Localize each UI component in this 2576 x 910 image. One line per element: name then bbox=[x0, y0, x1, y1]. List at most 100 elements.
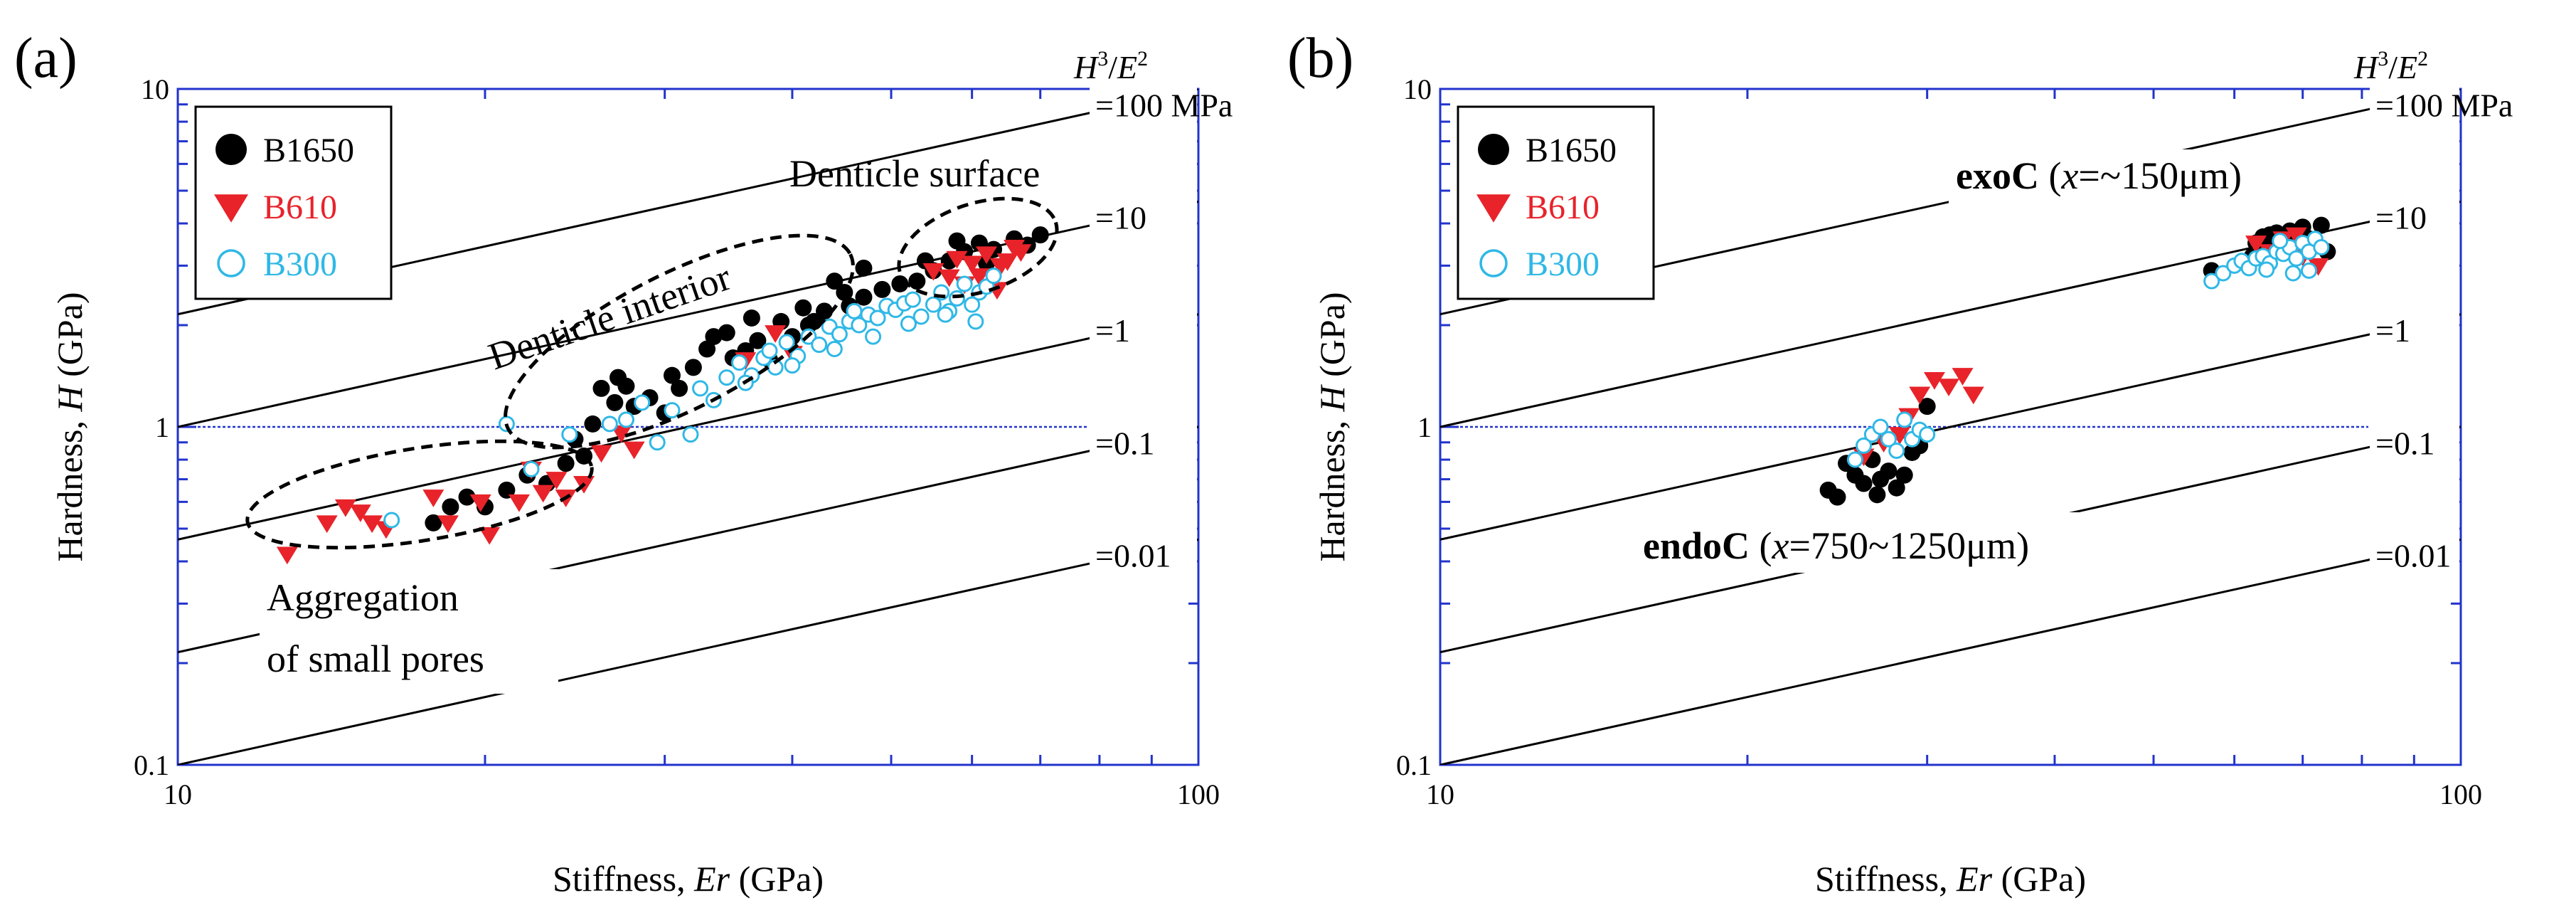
x-tick-label: 10 bbox=[1426, 778, 1454, 810]
point-B610 bbox=[437, 515, 459, 534]
series-B1650 bbox=[425, 226, 1049, 531]
panel-a: =100 MPa =10 =1 =0.1 =0.01 H3/E2 10 100 0.1 1 10 St… bbox=[50, 47, 1233, 899]
point-B1650 bbox=[1031, 226, 1049, 244]
point-B300 bbox=[1846, 451, 1863, 468]
point-B300 bbox=[1880, 430, 1897, 448]
point-B1650 bbox=[2312, 216, 2330, 234]
point-B300 bbox=[2288, 250, 2305, 267]
point-B1650 bbox=[663, 366, 681, 384]
point-B610 bbox=[334, 499, 356, 517]
ratio-label-3: =0.1 bbox=[1095, 425, 1154, 461]
y-tick-label: 0.1 bbox=[134, 749, 169, 781]
ratio-label-2: =1 bbox=[1095, 312, 1130, 349]
annotation-exoc-backdrop bbox=[1949, 149, 2262, 206]
legend-marker-B300 bbox=[217, 249, 245, 277]
ratio-label-1: =10 bbox=[2375, 200, 2427, 236]
point-B300 bbox=[956, 275, 973, 292]
point-B610 bbox=[1952, 368, 1974, 386]
point-B1650 bbox=[557, 455, 575, 472]
point-B610 bbox=[1889, 427, 1911, 445]
point-B610 bbox=[2285, 227, 2307, 245]
point-B300 bbox=[1896, 411, 1913, 428]
point-B610 bbox=[976, 246, 998, 265]
point-B300 bbox=[761, 342, 778, 359]
point-B610 bbox=[1923, 372, 1945, 390]
point-B300 bbox=[664, 402, 681, 419]
point-B610 bbox=[422, 490, 445, 507]
point-B610 bbox=[922, 263, 944, 281]
point-B1650 bbox=[425, 514, 442, 531]
isoline-4 bbox=[1440, 538, 2461, 765]
point-B610 bbox=[938, 269, 960, 287]
point-B300 bbox=[985, 268, 1002, 285]
point-B610 bbox=[479, 527, 501, 545]
ratio-label-backdrop bbox=[1090, 85, 1197, 598]
data-points bbox=[1819, 216, 2336, 506]
point-B1650 bbox=[1918, 398, 1936, 416]
ellipse-denticle-interior bbox=[504, 233, 855, 450]
series-B300 bbox=[1846, 231, 2330, 468]
point-B300 bbox=[2215, 265, 2232, 282]
point-B610 bbox=[469, 494, 491, 512]
annotation-denticle-interior: Denticle interior bbox=[483, 255, 736, 378]
point-B1650 bbox=[584, 415, 602, 433]
x-tick-label: 100 bbox=[2439, 778, 2482, 810]
point-B610 bbox=[532, 485, 554, 503]
point-B610 bbox=[276, 546, 298, 565]
point-B300 bbox=[912, 308, 930, 325]
y-tick-label: 1 bbox=[1417, 411, 1432, 443]
x-tick-label: 100 bbox=[1177, 778, 1220, 810]
point-B1650 bbox=[743, 309, 760, 327]
panel-b: =100 MPa =10 =1 =0.1 =0.01 H3/E2 10 100 0.1 1 10 St… bbox=[1312, 47, 2513, 899]
ratio-label-backdrop bbox=[2370, 85, 2459, 598]
annotation-denticle-surface: Denticle surface bbox=[789, 152, 1040, 195]
point-B1650 bbox=[718, 324, 735, 342]
point-B300 bbox=[2284, 265, 2301, 282]
point-B300 bbox=[967, 313, 984, 330]
point-B300 bbox=[692, 380, 709, 397]
point-B300 bbox=[925, 296, 942, 313]
point-B300 bbox=[682, 426, 699, 443]
point-B1650 bbox=[617, 377, 635, 395]
point-B300 bbox=[865, 328, 882, 345]
point-B1650 bbox=[1855, 475, 1873, 492]
ratio-title: H3/E2 bbox=[2353, 47, 2428, 85]
legend-marker-B300 bbox=[1479, 249, 1508, 277]
point-B300 bbox=[1919, 426, 1936, 443]
point-B300 bbox=[1888, 443, 1905, 460]
point-B1650 bbox=[948, 232, 966, 250]
ratio-title: H3/E2 bbox=[1073, 47, 1148, 85]
point-B300 bbox=[851, 317, 868, 334]
point-B1650 bbox=[873, 280, 891, 298]
point-B300 bbox=[937, 306, 954, 323]
data-points bbox=[276, 226, 1049, 565]
point-B1650 bbox=[705, 328, 723, 346]
point-B610 bbox=[1962, 386, 1984, 405]
point-B610 bbox=[1938, 379, 1960, 396]
point-B300 bbox=[561, 426, 578, 443]
point-B1650 bbox=[1868, 486, 1886, 504]
point-B300 bbox=[964, 296, 981, 313]
y-tick-label: 0.1 bbox=[1396, 749, 1432, 781]
legend-marker-B1650 bbox=[215, 134, 247, 165]
y-axis-label: Hardness, H (GPa) bbox=[1312, 292, 1352, 561]
point-B300 bbox=[617, 411, 634, 428]
point-B300 bbox=[846, 302, 863, 319]
annotation-small-pores: of small pores bbox=[267, 637, 484, 680]
point-B1650 bbox=[826, 273, 843, 290]
point-B300 bbox=[811, 337, 828, 354]
y-tick-label: 10 bbox=[141, 73, 169, 105]
annotation-aggregation-backdrop bbox=[260, 569, 558, 694]
point-B1650 bbox=[684, 359, 702, 376]
point-B300 bbox=[2258, 261, 2275, 278]
point-B300 bbox=[523, 460, 540, 477]
series-B300 bbox=[383, 268, 1002, 529]
point-B1650 bbox=[671, 379, 688, 397]
point-B610 bbox=[349, 504, 371, 522]
point-B300 bbox=[869, 309, 886, 327]
point-B610 bbox=[765, 325, 787, 343]
annotation-endoc: endoC (x=750~1250μm) bbox=[1643, 524, 2029, 567]
point-B610 bbox=[968, 268, 990, 286]
point-B1650 bbox=[749, 332, 767, 349]
point-B610 bbox=[316, 515, 338, 534]
